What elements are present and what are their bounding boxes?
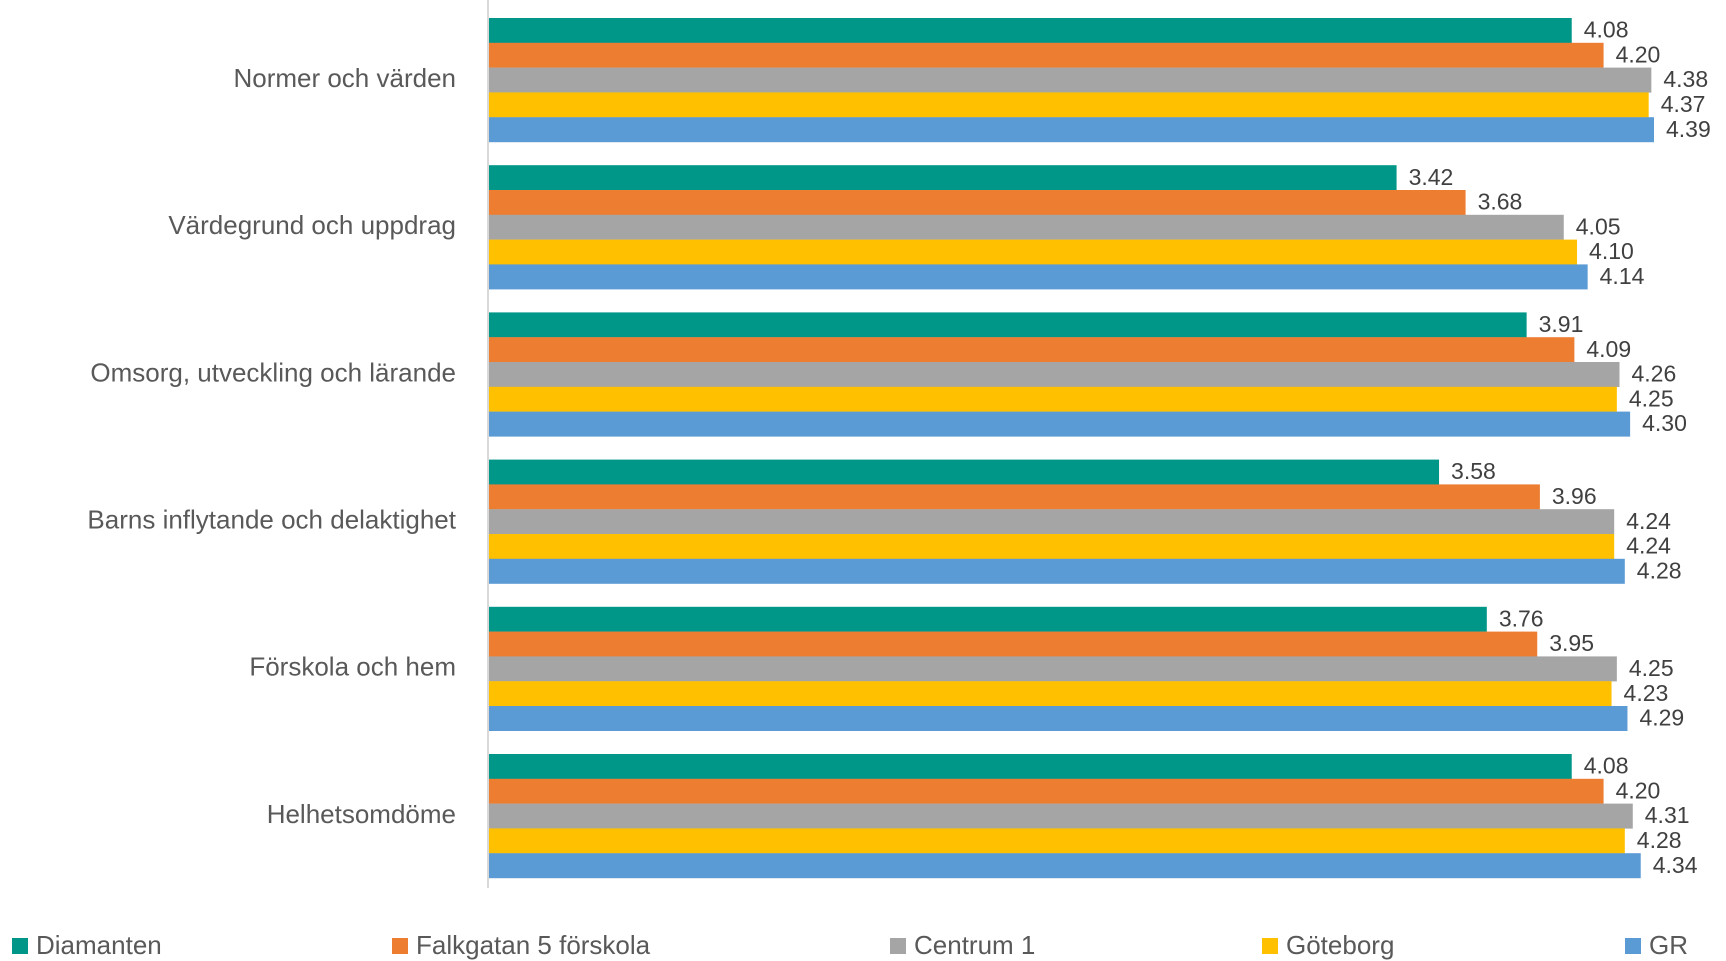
bar-gr-forskola-och-hem <box>489 706 1628 731</box>
legend-item-gr: GR <box>1625 930 1688 961</box>
data-label-diamanten-helhetsomdome: 4.08 <box>1584 753 1629 779</box>
data-label-centrum-1-vardegrund-och-uppdrag: 4.05 <box>1576 213 1621 239</box>
bar-diamanten-omsorg-utveckling-och-larande <box>489 312 1527 338</box>
bar-falkgatan-5-forskola-normer-och-varden <box>489 42 1604 68</box>
data-label-goteborg-vardegrund-och-uppdrag: 4.10 <box>1589 238 1634 264</box>
data-label-centrum-1-normer-och-varden: 4.38 <box>1663 66 1708 92</box>
bar-centrum-1-omsorg-utveckling-och-larande <box>489 362 1620 387</box>
bar-gr-helhetsomdome <box>489 853 1641 879</box>
data-label-falkgatan-5-forskola-barns-inflytande-och-delaktighet: 3.96 <box>1552 483 1597 509</box>
data-label-diamanten-vardegrund-och-uppdrag: 3.42 <box>1409 164 1454 190</box>
data-label-diamanten-forskola-och-hem: 3.76 <box>1499 605 1544 631</box>
data-label-centrum-1-helhetsomdome: 4.31 <box>1645 802 1690 828</box>
data-label-gr-forskola-och-hem: 4.29 <box>1639 705 1684 731</box>
legend-swatch-centrum-1 <box>890 937 906 954</box>
bar-diamanten-helhetsomdome <box>489 754 1572 779</box>
bar-goteborg-helhetsomdome <box>489 828 1625 854</box>
legend-label-falkgatan-5-forskola: Falkgatan 5 förskola <box>416 930 651 960</box>
bar-goteborg-vardegrund-och-uppdrag <box>489 239 1578 265</box>
category-label-barns-inflytande-och-delaktighet: Barns inflytande och delaktighet <box>87 504 456 534</box>
bar-chart: Normer och värden4.084.204.384.374.39Vär… <box>87 0 1711 888</box>
legend: Diamanten Falkgatan 5 förskola Centrum 1 Gö… <box>0 930 1726 961</box>
data-label-gr-barns-inflytande-och-delaktighet: 4.28 <box>1637 557 1682 583</box>
data-label-falkgatan-5-forskola-helhetsomdome: 4.20 <box>1616 777 1661 803</box>
category-label-forskola-och-hem: Förskola och hem <box>249 652 456 682</box>
bar-falkgatan-5-forskola-omsorg-utveckling-och-larande <box>489 337 1575 363</box>
category-label-normer-och-varden: Normer och värden <box>233 63 456 93</box>
data-label-diamanten-normer-och-varden: 4.08 <box>1584 17 1629 43</box>
bar-diamanten-barns-inflytande-och-delaktighet <box>489 459 1440 485</box>
bar-centrum-1-vardegrund-och-uppdrag <box>489 214 1564 240</box>
data-label-goteborg-helhetsomdome: 4.28 <box>1637 827 1682 853</box>
bar-falkgatan-5-forskola-helhetsomdome <box>489 778 1604 804</box>
data-label-centrum-1-omsorg-utveckling-och-larande: 4.26 <box>1632 361 1677 387</box>
data-label-goteborg-normer-och-varden: 4.37 <box>1661 91 1706 117</box>
bar-gr-omsorg-utveckling-och-larande <box>489 411 1631 437</box>
bar-diamanten-forskola-och-hem <box>489 606 1487 632</box>
bar-falkgatan-5-forskola-vardegrund-och-uppdrag <box>489 190 1466 215</box>
data-label-falkgatan-5-forskola-normer-och-varden: 4.20 <box>1616 41 1661 67</box>
data-label-goteborg-forskola-och-hem: 4.23 <box>1624 680 1669 706</box>
data-label-falkgatan-5-forskola-omsorg-utveckling-och-larande: 4.09 <box>1586 336 1631 362</box>
data-label-goteborg-omsorg-utveckling-och-larande: 4.25 <box>1629 385 1674 411</box>
data-label-centrum-1-barns-inflytande-och-delaktighet: 4.24 <box>1626 508 1671 534</box>
bar-falkgatan-5-forskola-forskola-och-hem <box>489 631 1538 657</box>
bar-goteborg-omsorg-utveckling-och-larande <box>489 386 1617 412</box>
data-label-centrum-1-forskola-och-hem: 4.25 <box>1629 655 1674 681</box>
data-label-gr-normer-och-varden: 4.39 <box>1666 116 1711 142</box>
legend-swatch-diamanten <box>12 937 28 954</box>
legend-swatch-goteborg <box>1262 937 1278 954</box>
legend-label-gr: GR <box>1649 930 1688 960</box>
data-label-falkgatan-5-forskola-forskola-och-hem: 3.95 <box>1549 630 1594 656</box>
bar-gr-barns-inflytande-och-delaktighet <box>489 558 1625 584</box>
bar-falkgatan-5-forskola-barns-inflytande-och-delaktighet <box>489 484 1540 510</box>
bar-goteborg-forskola-och-hem <box>489 681 1612 707</box>
legend-item-falkgatan-5-forskola: Falkgatan 5 förskola <box>392 930 650 961</box>
bar-centrum-1-barns-inflytande-och-delaktighet <box>489 509 1615 535</box>
legend-item-goteborg: Göteborg <box>1262 930 1394 961</box>
data-label-gr-helhetsomdome: 4.34 <box>1653 852 1698 878</box>
bar-diamanten-normer-och-varden <box>489 18 1572 43</box>
data-label-gr-omsorg-utveckling-och-larande: 4.30 <box>1642 410 1687 436</box>
data-label-gr-vardegrund-och-uppdrag: 4.14 <box>1600 263 1645 289</box>
bar-centrum-1-forskola-och-hem <box>489 656 1617 682</box>
bar-diamanten-vardegrund-och-uppdrag <box>489 165 1397 191</box>
legend-item-diamanten: Diamanten <box>12 930 162 961</box>
legend-label-goteborg: Göteborg <box>1286 930 1395 960</box>
category-label-vardegrund-och-uppdrag: Värdegrund och uppdrag <box>168 210 456 240</box>
bar-centrum-1-helhetsomdome <box>489 803 1633 829</box>
bar-gr-normer-och-varden <box>489 117 1654 143</box>
category-label-helhetsomdome: Helhetsomdöme <box>267 799 456 829</box>
legend-swatch-gr <box>1625 937 1641 954</box>
data-label-falkgatan-5-forskola-vardegrund-och-uppdrag: 3.68 <box>1478 189 1523 215</box>
legend-label-diamanten: Diamanten <box>36 930 162 960</box>
legend-label-centrum-1: Centrum 1 <box>914 930 1036 960</box>
bar-centrum-1-normer-och-varden <box>489 67 1652 93</box>
data-label-goteborg-barns-inflytande-och-delaktighet: 4.24 <box>1626 533 1671 559</box>
bar-goteborg-normer-och-varden <box>489 92 1649 118</box>
bar-goteborg-barns-inflytande-och-delaktighet <box>489 534 1615 559</box>
category-label-omsorg-utveckling-och-larande: Omsorg, utveckling och lärande <box>90 357 456 387</box>
legend-item-centrum-1: Centrum 1 <box>890 930 1035 961</box>
data-label-diamanten-barns-inflytande-och-delaktighet: 3.58 <box>1451 458 1496 484</box>
bar-gr-vardegrund-och-uppdrag <box>489 264 1588 290</box>
legend-swatch-falkgatan-5-forskola <box>392 937 408 954</box>
data-label-diamanten-omsorg-utveckling-och-larande: 3.91 <box>1539 311 1584 337</box>
